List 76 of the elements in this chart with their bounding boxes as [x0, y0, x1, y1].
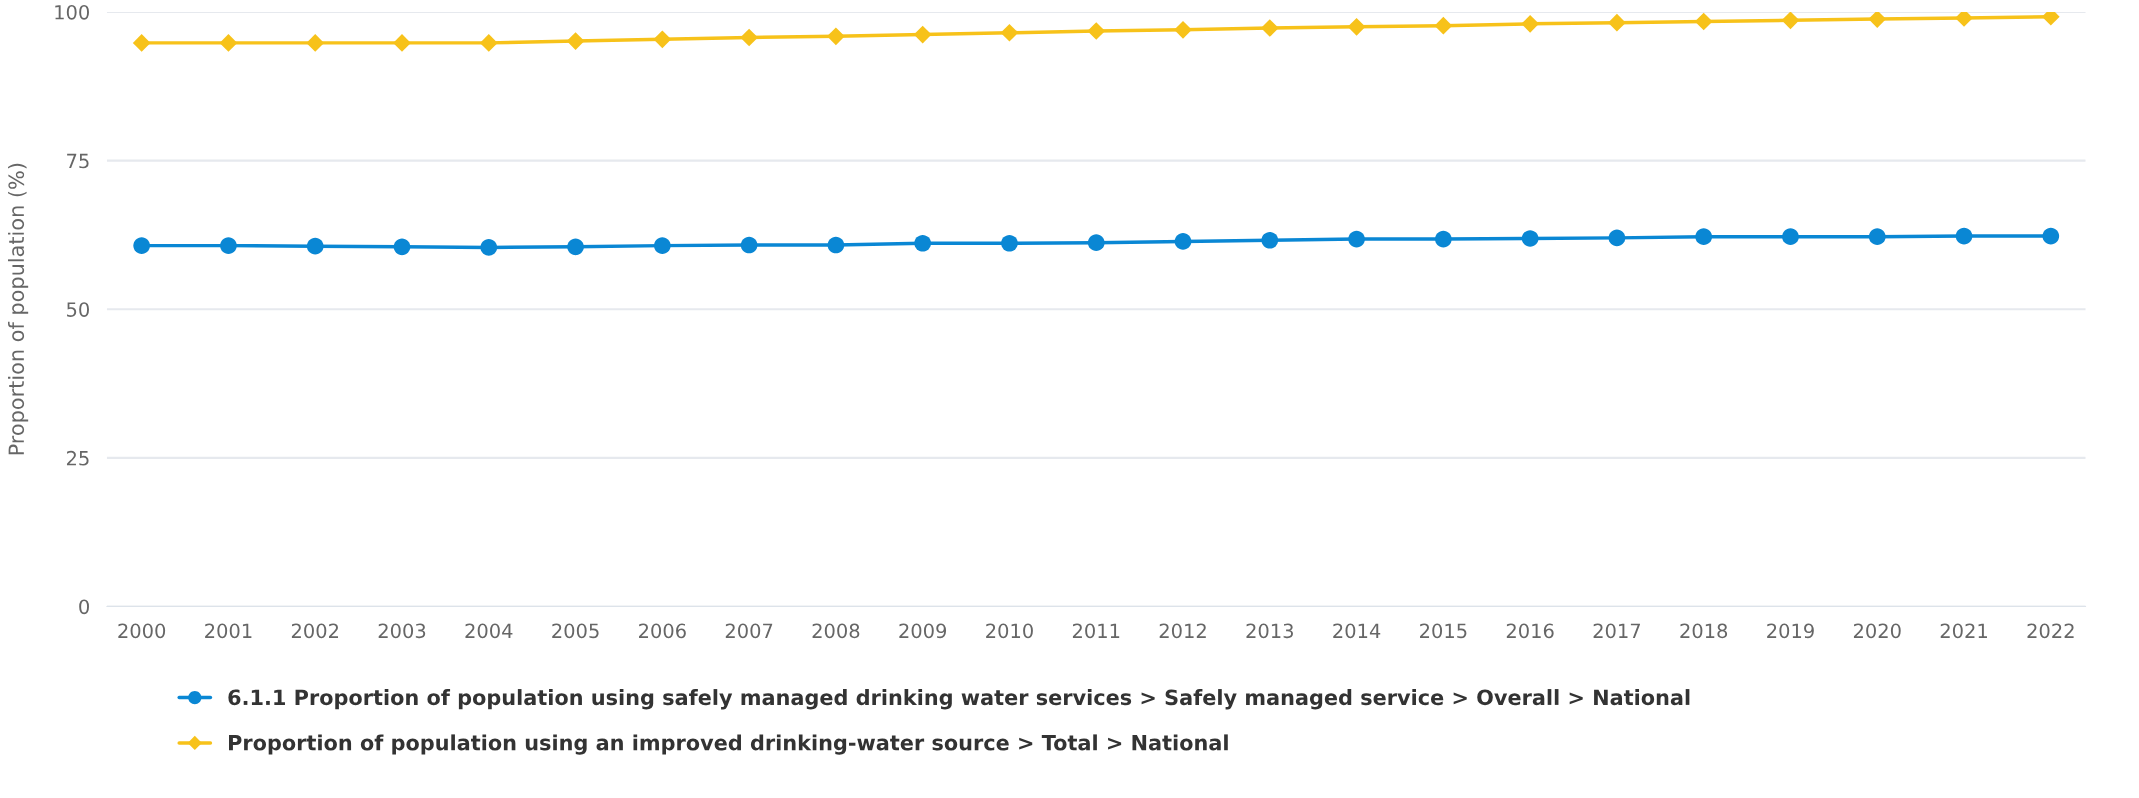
x-tick-label: 2017	[1593, 623, 1640, 639]
x-tick-label: 2014	[1333, 623, 1381, 639]
point	[1000, 23, 1019, 42]
point	[480, 239, 498, 256]
point	[1434, 16, 1453, 35]
y-tick-label: 100	[55, 4, 89, 20]
y-axis-title: Proportion of population (%)	[8, 163, 29, 455]
x-tick-label: 2010	[986, 623, 1033, 639]
point	[1347, 17, 1366, 36]
point	[654, 237, 671, 254]
point	[827, 27, 845, 46]
point	[567, 238, 584, 256]
point	[1868, 11, 1887, 28]
point	[1781, 11, 1800, 30]
x-tick-label: 2015	[1420, 623, 1467, 639]
x-tick-label: 2011	[1072, 623, 1120, 639]
point	[219, 34, 238, 52]
point	[1001, 234, 1018, 252]
point	[740, 28, 758, 47]
point	[1608, 13, 1626, 32]
x-tick-label: 2008	[812, 623, 860, 639]
x-tick-label: 2003	[378, 623, 426, 639]
x-tick-label: 2006	[639, 623, 686, 639]
x-tick-label: 2004	[465, 623, 513, 639]
point	[1868, 228, 1886, 246]
point	[827, 236, 845, 254]
point	[1174, 20, 1192, 39]
point	[306, 34, 325, 52]
x-tick-label: 2007	[725, 623, 773, 639]
point	[393, 238, 411, 256]
point	[1260, 19, 1279, 37]
point	[1521, 230, 1539, 247]
y-tick-label: 50	[67, 302, 89, 317]
y-tick-label: 25	[66, 450, 89, 466]
point	[479, 34, 498, 52]
x-tick-label: 2020	[1853, 623, 1901, 639]
point	[566, 32, 585, 50]
point	[1174, 233, 1192, 250]
point	[914, 234, 932, 252]
x-tick-label: 2016	[1506, 623, 1554, 639]
x-tick-label: 2019	[1767, 623, 1814, 639]
point	[220, 237, 237, 254]
x-tick-label: 2022	[2027, 623, 2074, 639]
point	[913, 25, 932, 44]
point	[1521, 15, 1539, 33]
point	[1955, 11, 1973, 27]
point	[1087, 234, 1105, 251]
x-tick-label: 2012	[1159, 623, 1206, 639]
point	[1435, 230, 1452, 248]
point	[2042, 227, 2060, 245]
point	[133, 237, 150, 254]
point	[1955, 227, 1973, 245]
point	[1695, 228, 1713, 246]
point	[393, 34, 411, 52]
x-tick-label: 2001	[205, 623, 252, 639]
point	[1087, 22, 1106, 40]
x-tick-label: 2013	[1246, 623, 1293, 639]
x-tick-label: 2005	[552, 623, 599, 639]
point	[740, 236, 758, 254]
point	[1782, 228, 1799, 246]
x-tick-label: 2018	[1680, 623, 1728, 639]
point	[132, 34, 151, 52]
y-tick-label: 75	[67, 153, 89, 169]
point	[1608, 229, 1626, 247]
point	[1694, 12, 1713, 31]
point	[653, 30, 672, 49]
x-tick-label: 2000	[118, 623, 166, 639]
legend-label: 6.1.1 Proportion of population using safely managed drinking water services > Safely managed service > Overall > National	[228, 689, 1690, 710]
x-tick-label: 2002	[291, 623, 339, 639]
point	[306, 237, 324, 255]
point	[1348, 230, 1365, 248]
legend-label: Proportion of population using an improved drinking-water source > Total > National	[229, 734, 1228, 755]
y-tick-label: 0	[79, 599, 89, 615]
x-tick-label: 2021	[1940, 623, 1987, 639]
x-tick-label: 2009	[899, 623, 947, 639]
point	[1261, 231, 1279, 249]
